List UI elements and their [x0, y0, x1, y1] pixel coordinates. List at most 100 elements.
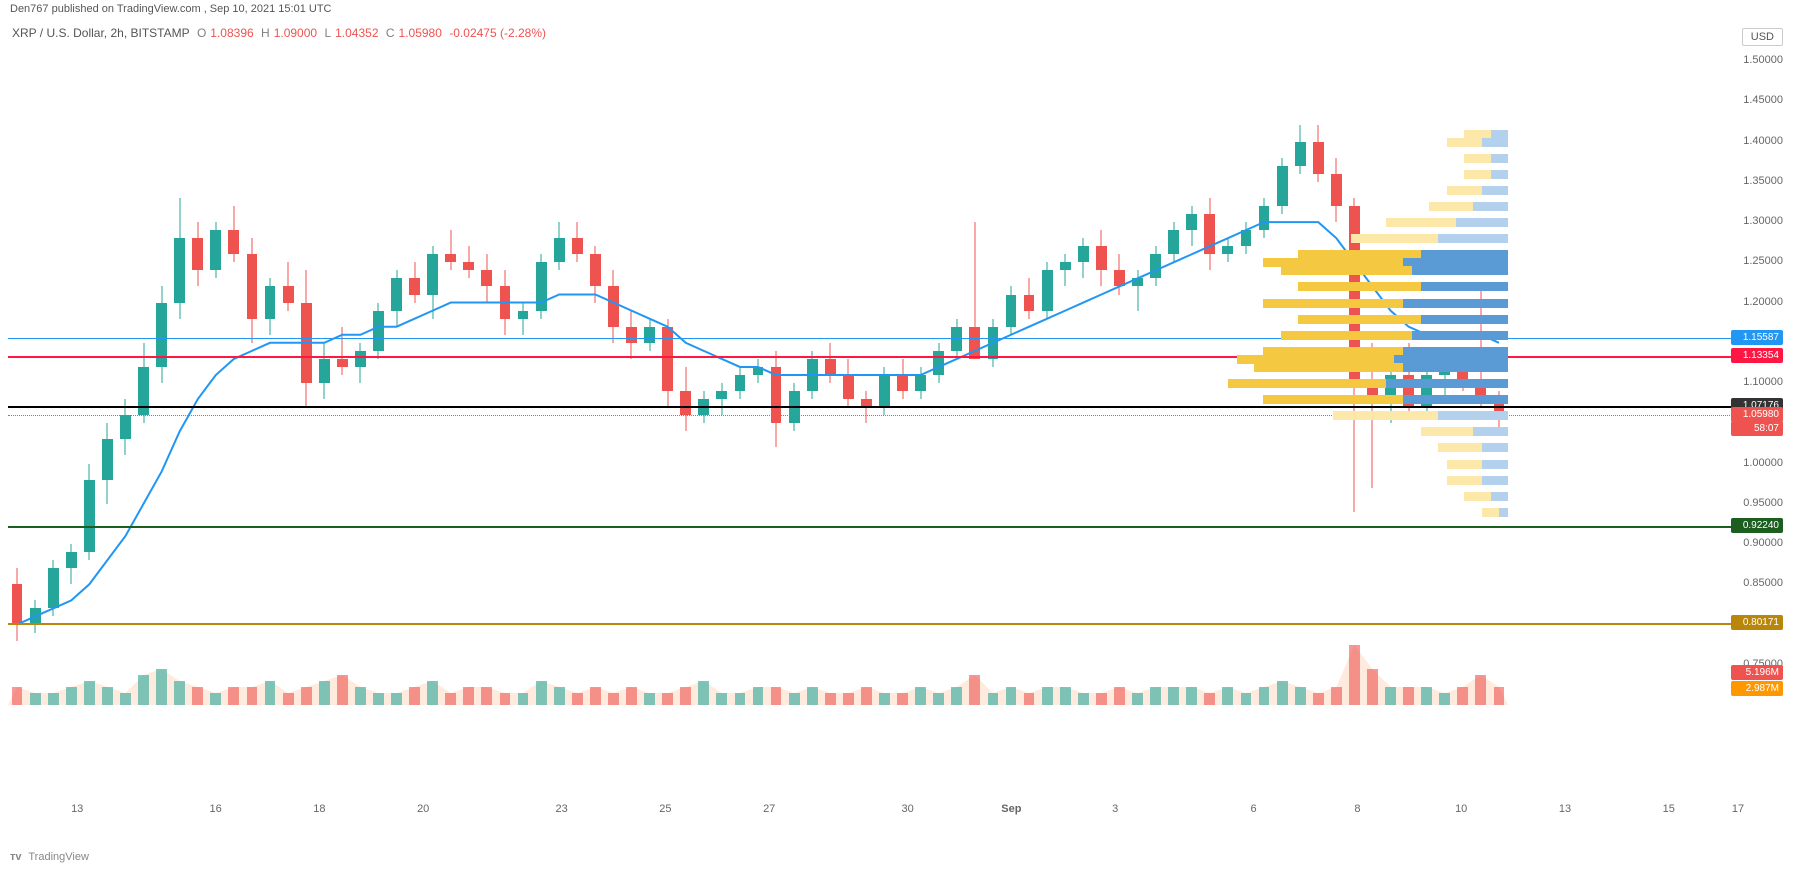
volume-profile-bar — [1412, 266, 1508, 275]
ohlc-low: 1.04352 — [335, 26, 378, 40]
volume-bar — [879, 693, 890, 705]
volume-bar — [228, 687, 239, 705]
candlestick — [1259, 45, 1270, 705]
volume-profile-bar — [1491, 170, 1509, 179]
volume-bar — [247, 687, 258, 705]
countdown-label: 58:07 — [1731, 421, 1783, 436]
candlestick — [102, 45, 113, 705]
candlestick — [1385, 45, 1396, 705]
candlestick — [518, 45, 529, 705]
volume-bar — [1403, 687, 1414, 705]
y-axis-label: 0.90000 — [1728, 537, 1783, 549]
candlestick — [879, 45, 890, 705]
currency-badge[interactable]: USD — [1742, 28, 1783, 46]
ohlc-high: 1.09000 — [274, 26, 317, 40]
candlestick — [807, 45, 818, 705]
candlestick — [716, 45, 727, 705]
volume-bar — [1349, 645, 1360, 705]
volume-profile-bar — [1421, 427, 1474, 436]
candlestick — [174, 45, 185, 705]
volume-bar — [1494, 687, 1505, 705]
candlestick — [355, 45, 366, 705]
volume-bar — [735, 693, 746, 705]
volume-bar — [445, 693, 456, 705]
volume-bar — [590, 687, 601, 705]
volume-bar — [192, 687, 203, 705]
candlestick — [1132, 45, 1143, 705]
volume-chart[interactable] — [8, 645, 1508, 705]
volume-profile-bar — [1473, 427, 1508, 436]
candlestick — [843, 45, 854, 705]
candlestick — [427, 45, 438, 705]
candlestick — [12, 45, 23, 705]
candlestick — [1042, 45, 1053, 705]
volume-profile-bar — [1421, 315, 1509, 324]
volume-bar — [1006, 687, 1017, 705]
candlestick — [626, 45, 637, 705]
candlestick — [1421, 45, 1432, 705]
volume-profile-bar — [1263, 395, 1403, 404]
candlestick — [554, 45, 565, 705]
volume-bar — [969, 675, 980, 705]
tradingview-watermark: ᴛᴠ TradingView — [10, 851, 89, 863]
volume-bar — [1096, 693, 1107, 705]
x-axis-label: 6 — [1251, 803, 1257, 815]
volume-bar — [518, 693, 529, 705]
ohlc-close: 1.05980 — [399, 26, 442, 40]
candlestick — [1331, 45, 1342, 705]
candlestick — [969, 45, 980, 705]
site-name: TradingView.com — [117, 3, 201, 15]
candlestick — [391, 45, 402, 705]
candlestick — [210, 45, 221, 705]
price-line[interactable] — [8, 406, 1738, 408]
volume-profile-bar — [1491, 154, 1509, 163]
publisher-name: Den767 — [10, 3, 49, 15]
price-chart[interactable] — [8, 45, 1508, 705]
candlestick — [283, 45, 294, 705]
volume-bar — [608, 693, 619, 705]
symbol-pair: XRP / U.S. Dollar, 2h, BITSTAMP — [12, 26, 190, 40]
ohlc-open: 1.08396 — [210, 26, 253, 40]
volume-bar — [1078, 693, 1089, 705]
x-axis-label: Sep — [1001, 803, 1021, 815]
x-axis-label: 17 — [1732, 803, 1744, 815]
volume-profile-bar — [1403, 395, 1508, 404]
volume-bar — [1114, 687, 1125, 705]
volume-bar — [753, 687, 764, 705]
candlestick — [536, 45, 547, 705]
candlestick — [138, 45, 149, 705]
volume-profile-bar — [1447, 138, 1482, 147]
volume-bar — [988, 693, 999, 705]
y-axis[interactable]: 0.750000.800000.850000.900000.950001.000… — [1728, 45, 1783, 705]
volume-profile-bar — [1438, 234, 1508, 243]
candlestick — [48, 45, 59, 705]
volume-bar — [1367, 669, 1378, 705]
volume-bar — [301, 687, 312, 705]
x-axis-label: 30 — [901, 803, 913, 815]
candlestick — [915, 45, 926, 705]
x-axis-label: 15 — [1663, 803, 1675, 815]
price-line[interactable] — [8, 526, 1738, 528]
volume-bar — [951, 687, 962, 705]
candlestick — [1078, 45, 1089, 705]
y-axis-label: 1.30000 — [1728, 215, 1783, 227]
x-axis[interactable]: 1316182023252730Sep36810131517 — [8, 803, 1738, 823]
y-axis-label: 1.45000 — [1728, 94, 1783, 106]
volume-bar — [1259, 687, 1270, 705]
candlestick — [771, 45, 782, 705]
volume-bar — [1475, 675, 1486, 705]
candlestick — [319, 45, 330, 705]
volume-bar — [373, 693, 384, 705]
volume-bar — [626, 687, 637, 705]
volume-bar — [12, 687, 23, 705]
volume-bar — [265, 681, 276, 705]
price-line[interactable] — [8, 623, 1738, 625]
price-line-label: 1.05980 — [1731, 407, 1783, 422]
volume-bar — [337, 675, 348, 705]
volume-profile-bar — [1429, 202, 1473, 211]
volume-bar — [355, 687, 366, 705]
volume-bar — [1277, 681, 1288, 705]
candlestick — [463, 45, 474, 705]
volume-bar — [463, 687, 474, 705]
candlestick — [228, 45, 239, 705]
